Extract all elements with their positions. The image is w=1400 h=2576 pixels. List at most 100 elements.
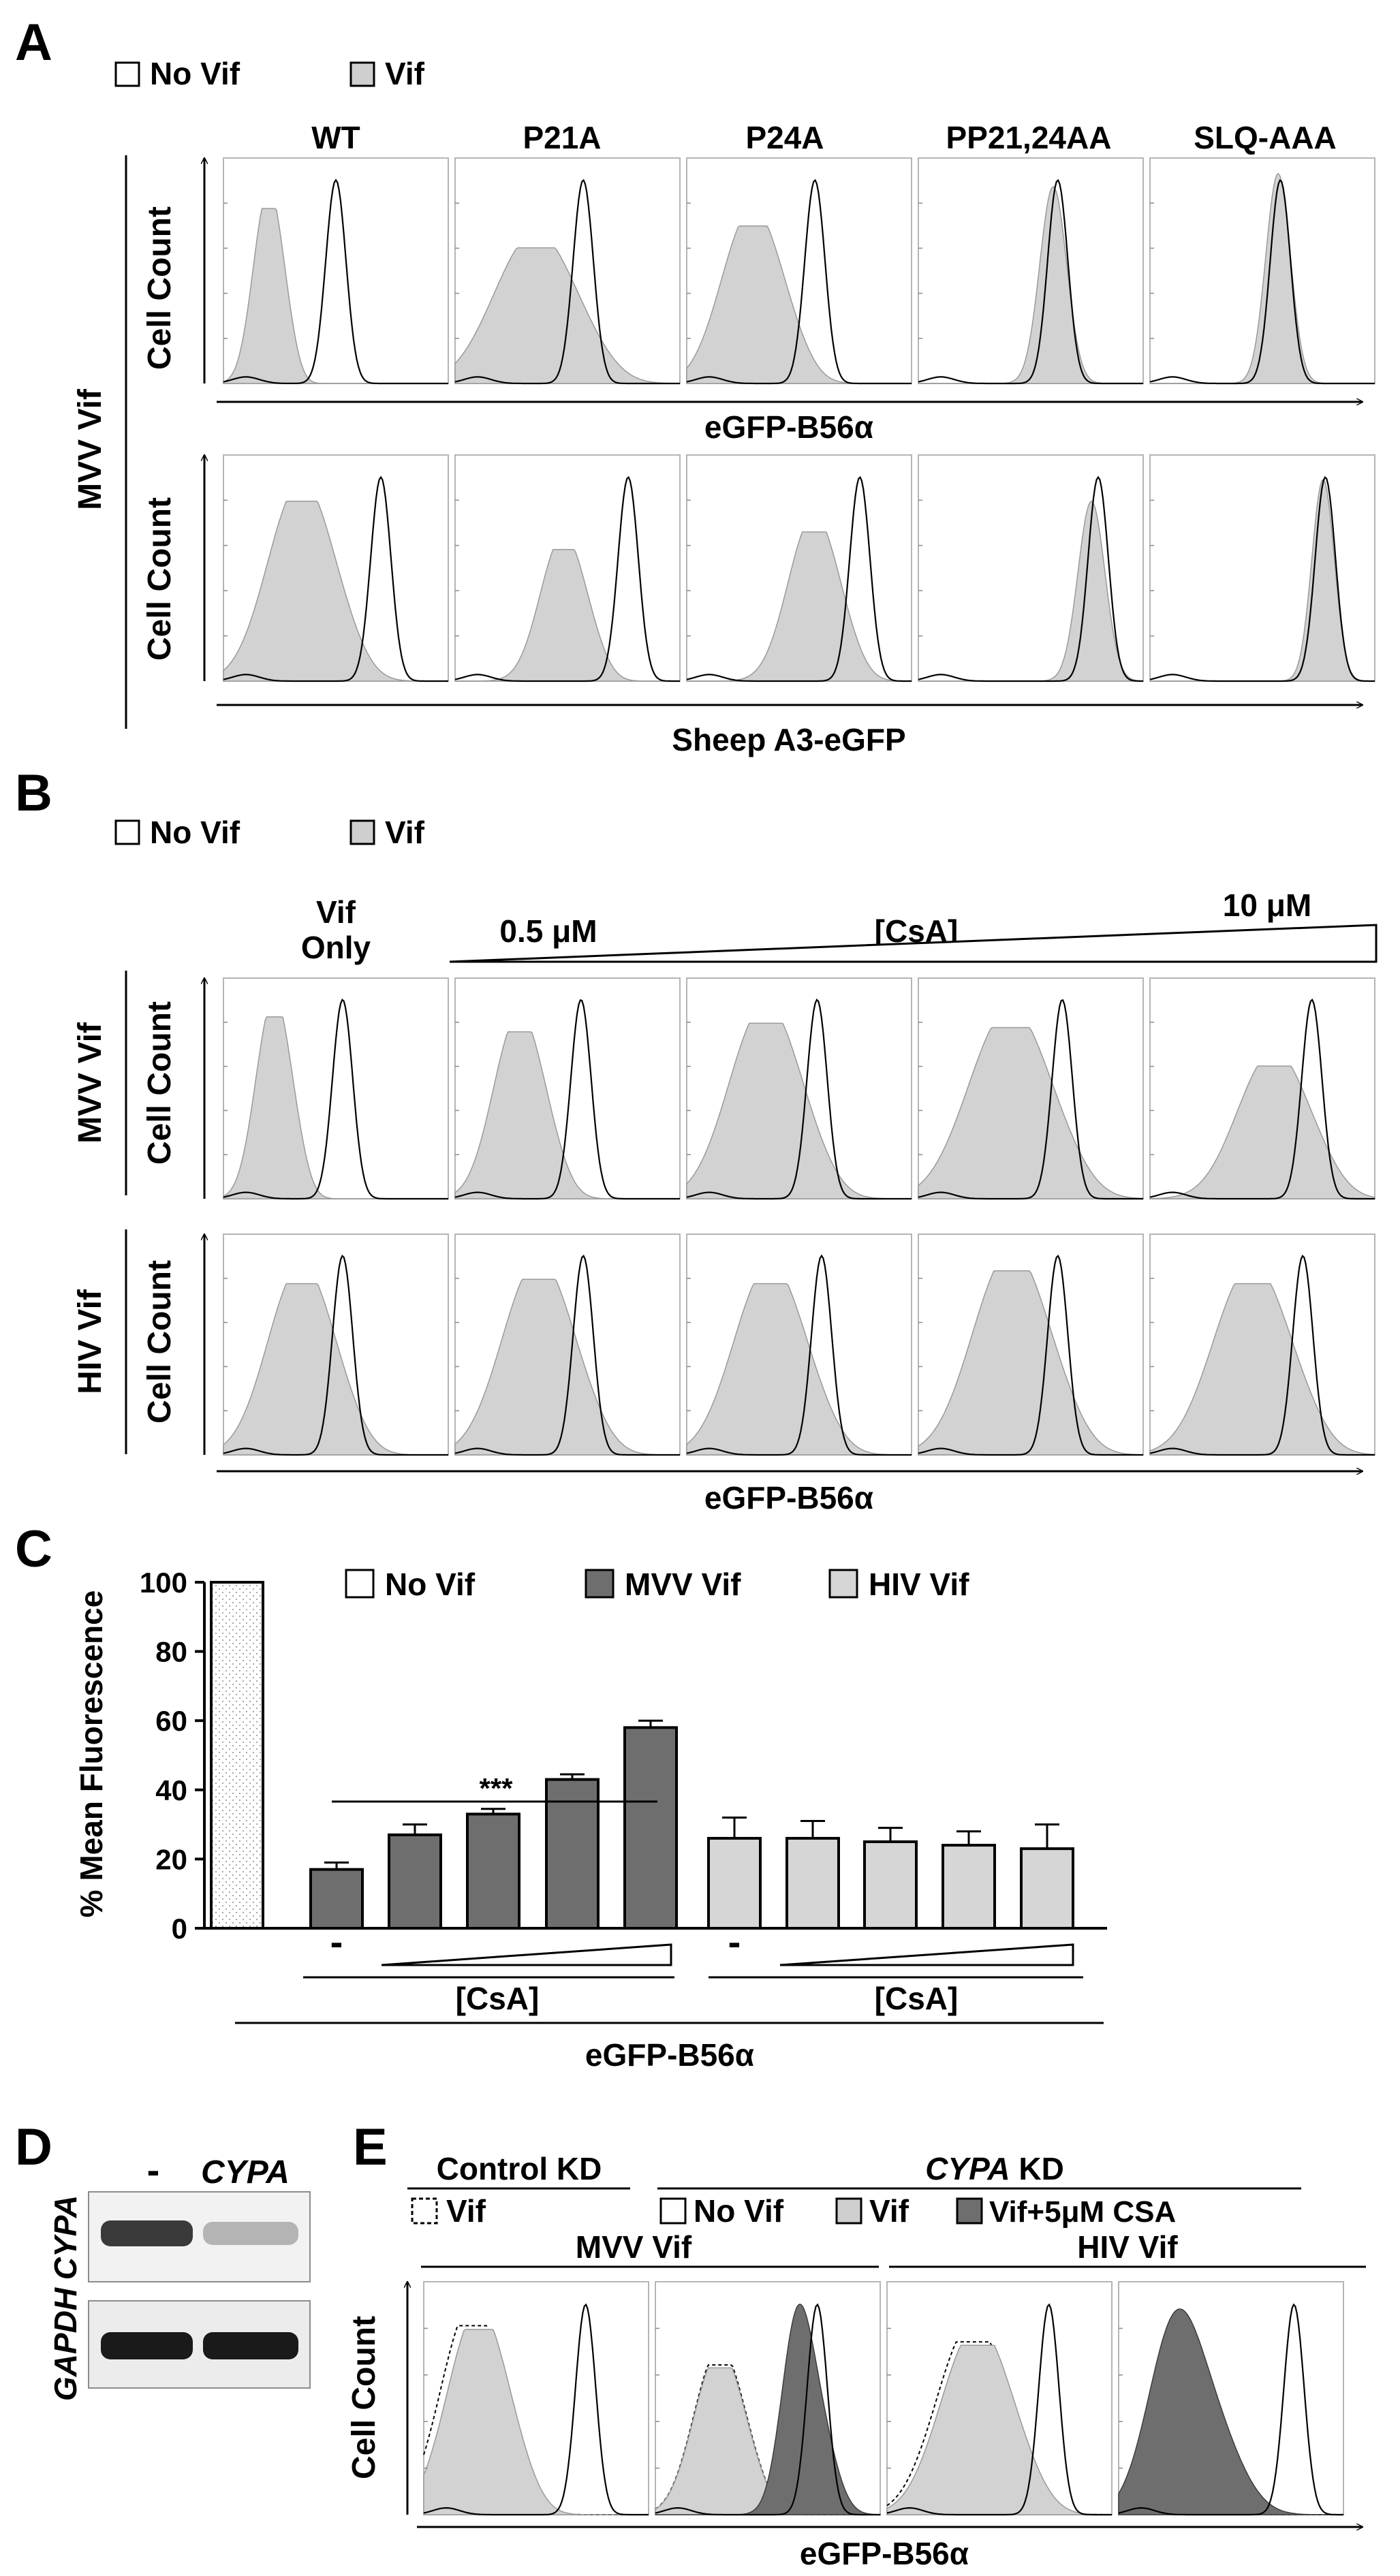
concentration-wedge: [449, 924, 1378, 963]
legend-no-vif-swatch: [114, 819, 140, 845]
legend-vif-dotted-swatch: [411, 2197, 438, 2225]
gel-band: [101, 2332, 193, 2359]
panel-a: A No Vif Vif WT P21A P24A PP21,24AA SLQ-…: [15, 14, 1375, 757]
blot-row-label: CYPA: [48, 2195, 83, 2280]
legend-no-vif-swatch: [659, 2197, 687, 2225]
bar: [707, 1836, 762, 1930]
bar: [623, 1726, 678, 1930]
legend-hiv-vif-label: HIV Vif: [869, 1567, 969, 1602]
legend-vif-swatch: [349, 61, 375, 87]
y-tick-label: 100: [140, 1567, 187, 1599]
bar: [785, 1836, 840, 1930]
histogram-vif-csa-fill: [655, 2304, 881, 2515]
histogram-no-vif-curve: [918, 475, 1143, 682]
column-header: P24A: [745, 120, 824, 155]
csa-wedge: [779, 1943, 1074, 1966]
panel-d: D - CYPA CYPA GAPDH: [15, 2118, 311, 2401]
histogram-no-vif-curve: [1118, 2303, 1343, 2516]
histogram-no-vif-curve: [686, 178, 912, 385]
cypa-kd-header: CYPA KD: [925, 2151, 1064, 2186]
bar-series: [210, 1581, 1074, 1930]
histogram-no-vif-curve: [223, 178, 448, 385]
histogram-no-vif-curve: [223, 999, 448, 1200]
histogram-no-vif-curve: [423, 2303, 649, 2516]
legend-no-vif-label: No Vif: [150, 56, 240, 91]
csa-label: [CsA]: [875, 1981, 959, 2016]
histogram-no-vif-curve: [686, 475, 912, 682]
bar: [863, 1840, 918, 1930]
bar: [309, 1868, 364, 1930]
legend-no-vif-swatch: [114, 61, 140, 87]
x-axis-label: Sheep A3-eGFP: [672, 722, 905, 757]
histogram-row-a-top: [223, 157, 1375, 385]
legend-vif-label: Vif: [385, 56, 425, 91]
histogram-vif-fill: [886, 2344, 1112, 2515]
gel-band: [101, 2220, 193, 2246]
y-tick-label: 60: [155, 1705, 187, 1737]
histogram-no-vif-curve: [223, 1255, 448, 1456]
group-label: HIV Vif: [1077, 2229, 1178, 2265]
x-axis-label: eGFP-B56α: [704, 1480, 873, 1515]
histogram-vif-fill: [1149, 1065, 1375, 1199]
column-header: PP21,24AA: [946, 120, 1112, 155]
panel-c: C No Vif MVV Vif HIV Vif % Mean Fluoresc…: [15, 1520, 1107, 2073]
y-axis-label: Cell Count: [142, 497, 178, 661]
histogram-no-vif-curve: [1149, 475, 1375, 682]
gel-band: [203, 2332, 298, 2359]
column-header: P21A: [523, 120, 601, 155]
significance-label: ***: [479, 1772, 513, 1804]
vif-only-line: Only: [301, 930, 371, 965]
row-label: MVV Vif: [72, 1022, 108, 1144]
bar: [388, 1833, 442, 1930]
histogram-no-vif-curve: [918, 1255, 1143, 1456]
legend-vif-csa-swatch: [956, 2197, 983, 2225]
histogram-vif-csa-fill: [1118, 2308, 1343, 2515]
histogram-no-vif-curve: [454, 999, 680, 1200]
histogram-no-vif-curve: [1149, 178, 1375, 385]
gel-band: [203, 2222, 298, 2245]
x-axis-title: eGFP-B56α: [585, 2037, 754, 2073]
legend-vif-swatch: [349, 819, 375, 845]
histogram-vif-fill: [454, 1278, 680, 1456]
csa-label: [CsA]: [456, 1981, 540, 2016]
histogram-no-vif-curve: [1149, 999, 1375, 1200]
control-kd-header: Control KD: [437, 2151, 602, 2186]
lane-label: -: [147, 2148, 160, 2191]
row-group-label: MVV Vif: [72, 388, 108, 510]
y-tick-label: 80: [155, 1636, 187, 1668]
legend-mvv-vif-label: MVV Vif: [625, 1567, 741, 1602]
row-label: HIV Vif: [72, 1289, 108, 1394]
legend-vif-swatch: [835, 2197, 862, 2225]
histogram-no-vif-curve: [1149, 1255, 1375, 1456]
legend-vif-label: Vif: [385, 815, 425, 850]
legend-no-vif-swatch: [345, 1569, 375, 1599]
panel-b-legend: No Vif Vif: [114, 815, 425, 850]
histogram-no-vif-curve: [686, 1254, 912, 1456]
histogram-vif-fill: [686, 1283, 912, 1456]
concentration-low-label: 0.5 μM: [499, 913, 597, 949]
histogram-no-vif-curve: [918, 999, 1143, 1200]
histogram-plot: [655, 2281, 881, 2515]
gel-blot-cypa: [88, 2191, 311, 2282]
bar: [942, 1844, 996, 1930]
panel-a-letter: A: [15, 14, 52, 72]
panel-c-letter: C: [15, 1520, 52, 1578]
histogram-no-vif-curve: [918, 178, 1143, 385]
histogram-no-vif-curve: [454, 475, 680, 682]
cypa-kd-suffix: KD: [1018, 2151, 1063, 2186]
histogram-no-vif-curve: [454, 178, 680, 385]
legend-no-vif-label: No Vif: [150, 815, 240, 850]
y-axis-label: Cell Count: [142, 1001, 178, 1165]
panel-e: E Control KD CYPA KD Vif No Vif Vif Vif+…: [346, 2118, 1366, 2571]
lane-label: CYPA: [201, 2154, 290, 2190]
histogram-no-vif-curve: [655, 2303, 880, 2516]
panel-a-legend: No Vif Vif: [114, 56, 425, 91]
y-axis-label: Cell Count: [142, 206, 178, 370]
vif-only-line: Vif: [316, 894, 356, 930]
legend-hiv-vif-swatch: [828, 1569, 858, 1599]
cypa-kd-gene: CYPA: [925, 2151, 1010, 2186]
histogram-vif-fill: [223, 501, 448, 682]
legend-vif-label: Vif: [869, 2193, 909, 2229]
histogram-row-e: [423, 2281, 1344, 2516]
blot-row-label: GAPDH: [48, 2287, 83, 2401]
